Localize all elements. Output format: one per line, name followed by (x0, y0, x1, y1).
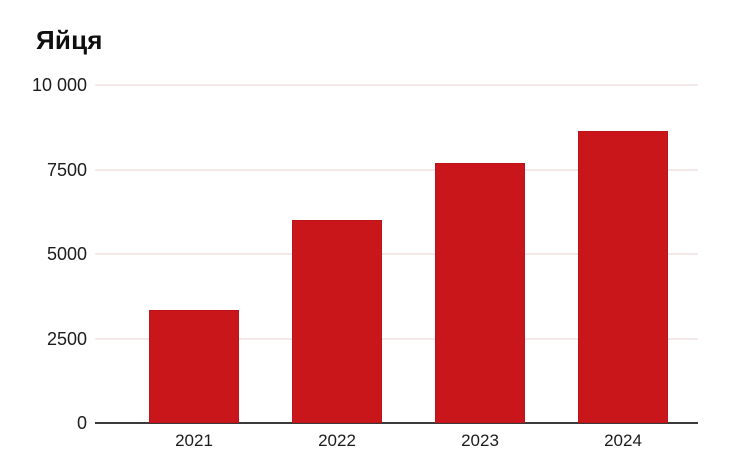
gridline-2500 (95, 337, 698, 340)
y-tick-label-0: 0 (76, 413, 87, 433)
x-tick-label-2022: 2022 (318, 431, 356, 450)
y-tick-label-1: 2500 (46, 328, 87, 349)
plot-area (95, 84, 698, 424)
x-axis-line (95, 422, 698, 424)
gridline-5000 (95, 253, 698, 255)
bar-2021 (149, 309, 239, 423)
bar-2024 (578, 130, 668, 423)
y-tick-label-3: 7500 (46, 159, 87, 180)
bar-2022 (292, 220, 382, 423)
y-tick-label-4: 10 000 (31, 75, 87, 95)
x-tick-label-2021: 2021 (175, 431, 213, 450)
chart-title: Яйця (36, 25, 103, 55)
y-tick-label-2: 5000 (46, 244, 87, 264)
gridline-7500 (95, 168, 698, 171)
bar-2023 (435, 162, 525, 423)
x-tick-label-2024: 2024 (604, 431, 642, 450)
x-tick-label-2023: 2023 (461, 431, 499, 450)
gridline-10000 (95, 84, 698, 86)
